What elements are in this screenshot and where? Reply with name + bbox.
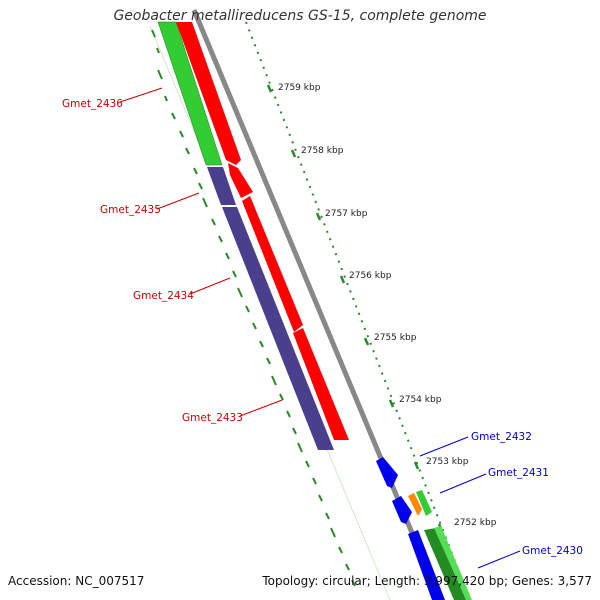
outer-tick-ring [151,29,356,587]
leader-gmet-2436 [119,87,163,103]
gene-label-gmet-2430[interactable]: Gmet_2430 [522,545,583,557]
kbp-label-2752: 2752 kbp [454,518,497,528]
cds-gmet-2436[interactable] [157,21,223,166]
length-label: Length: [374,574,421,588]
kbp-label-2756: 2756 kbp [349,271,392,281]
cds-red-2[interactable] [228,163,253,198]
cds-green-small[interactable] [416,490,432,516]
kbp-label-2754: 2754 kbp [399,395,442,405]
cds-red-4[interactable] [293,328,349,440]
kbp-ruler-axis [245,21,471,600]
kbp-label-2759: 2759 kbp [278,83,321,93]
kbp-label-2758: 2758 kbp [301,146,344,156]
cds-gmet-2434-2433[interactable] [222,207,334,450]
leader-gmet-2433 [239,399,283,417]
gene-label-gmet-2432[interactable]: Gmet_2432 [471,431,532,443]
leader-gmet-2434 [189,277,231,295]
kbp-major-ticks [266,84,444,532]
gene-label-gmet-2433[interactable]: Gmet_2433 [182,412,243,424]
leader-gmet-2431 [439,473,487,494]
gene-label-gmet-2435[interactable]: Gmet_2435 [100,204,161,216]
leader-gmet-2432 [419,436,469,457]
kbp-label-2757: 2757 kbp [325,209,368,219]
accession-label: Accession: [8,574,72,588]
cds-gmet-2430[interactable] [408,530,445,600]
length-value: 3,997,420 bp [423,574,504,588]
cds-red-3[interactable] [242,196,303,332]
cds-gmet-2432[interactable] [376,457,398,488]
map-title: Geobacter metallireducens GS-15, complet… [113,8,487,24]
leader-gmet-2430 [477,550,521,569]
topology-value: circular [322,574,367,588]
cds-red-1[interactable] [176,22,241,165]
cds-orange[interactable] [408,493,422,516]
genes-label: Genes: [511,574,554,588]
accession-info: Accession: NC_007517 [8,574,144,588]
cds-gmet-2435[interactable] [207,167,236,205]
gene-label-gmet-2431[interactable]: Gmet_2431 [488,467,549,479]
topology-label: Topology: [262,574,319,588]
gene-label-gmet-2434[interactable]: Gmet_2434 [133,290,194,302]
cds-green-forward[interactable] [424,528,466,600]
cds-gmet-2431[interactable] [392,496,412,524]
accession-value: NC_007517 [75,574,145,588]
cds-green-forward-2[interactable] [434,526,472,600]
gene-label-gmet-2436[interactable]: Gmet_2436 [62,98,123,110]
kbp-label-2753: 2753 kbp [426,457,469,467]
genes-value: 3,577 [557,574,592,588]
leader-gmet-2435 [156,192,200,210]
kbp-label-2755: 2755 kbp [374,333,417,343]
genome-stats: Topology: circular; Length: 3,997,420 bp… [262,574,592,588]
